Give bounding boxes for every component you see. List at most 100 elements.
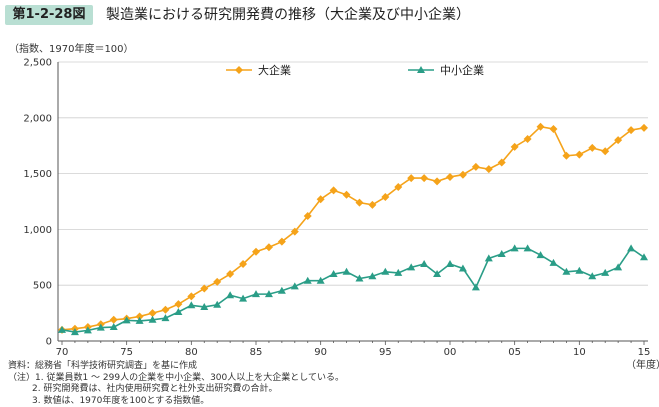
data-point [239,259,248,268]
data-point [536,122,545,131]
data-point [549,124,558,133]
data-point [174,300,183,309]
data-point [562,267,571,275]
chart-series [58,122,648,336]
data-point [381,193,390,202]
data-point [394,268,403,276]
data-point [471,283,480,291]
data-point [368,272,377,280]
data-point [433,177,442,186]
data-point [458,264,467,272]
data-point [329,270,338,278]
data-point [355,198,364,207]
data-point [252,290,260,298]
data-point [381,267,390,275]
data-point [161,314,170,322]
data-point [368,200,377,209]
chart-axes [57,62,648,345]
series-sme [58,244,648,336]
data-point [200,284,209,293]
chart-grid [58,61,648,286]
data-point [627,126,636,135]
data-point [484,254,493,262]
data-point [290,227,299,236]
data-point [316,195,325,204]
data-point [446,172,454,181]
figure-title: 製造業における研究開発費の推移（大企業及び中小企業） [106,7,470,23]
data-point [523,244,532,252]
data-point [200,302,209,310]
note-2: 2. 研究開発費は、社内使用研究費と社外支出研究費の合計。 [32,384,278,394]
data-point [523,135,532,144]
data-point [497,249,506,257]
data-point [122,316,131,324]
legend-marker [235,66,243,74]
note-1: （注）1. 従業員数1 ～ 299人の企業を中小企業、300人以上を大企業として… [8,372,344,383]
data-point [135,316,144,324]
data-point [342,190,351,199]
x-tick-label: 00 [444,347,457,358]
data-point [355,274,364,282]
data-point [407,174,416,183]
data-point [277,286,286,294]
x-tick-label: 70 [56,347,69,358]
y-tick-label: 0 [46,337,52,348]
data-point [213,300,222,308]
legend-item: 中小企業 [408,63,484,77]
y-tick-label: 1,500 [23,169,52,180]
chart-legend: 大企業 中小企業 [226,63,484,77]
data-point [148,309,157,318]
data-point [497,158,506,167]
data-point [458,170,467,179]
figure-label: 第1-2-28図 [5,5,93,25]
data-point [640,123,648,132]
data-point [70,328,79,336]
data-point [148,315,157,323]
legend-label: 中小企業 [440,63,484,77]
data-point [588,272,597,280]
data-point [109,323,118,331]
data-point [252,247,260,256]
x-tick-label: 95 [379,347,392,358]
data-point [161,305,170,314]
x-axis-label: （年度） [626,358,659,371]
data-point [316,276,325,284]
data-point [627,244,636,252]
y-tick-label: 1,000 [23,225,52,236]
data-point [58,325,66,333]
data-point [277,237,286,246]
x-tick-label: 75 [120,347,133,358]
notes: 資料：総務省「科学技術研究調査」を基に作成 （注）1. 従業員数1 ～ 299人… [8,361,344,407]
legend-marker [417,66,425,73]
note-3: 3. 数値は、1970年度を100とする指数値。 [32,395,210,406]
data-point [588,143,597,152]
data-point [510,244,519,252]
y-tick-label: 500 [33,281,52,292]
data-point [187,292,196,301]
data-point [433,270,442,278]
y-tick-label: 2,000 [23,113,52,124]
data-point [213,277,222,286]
data-point [264,243,273,252]
x-tick-label: 85 [250,347,263,358]
y-axis-label: （指数、1970年度＝100） [9,42,134,55]
data-point [135,312,144,321]
data-point [174,307,183,315]
data-point [226,291,235,299]
x-tick-label: 15 [638,347,651,358]
x-tick-label: 90 [314,347,327,358]
data-point [187,301,196,309]
data-point [109,315,118,324]
series-line [61,247,645,333]
data-point [471,162,480,171]
data-point [446,259,454,267]
data-point [290,282,299,290]
data-point [303,276,312,284]
data-point [562,151,571,160]
data-point [420,259,429,267]
data-point [549,258,558,266]
data-point [614,136,623,145]
legend-label: 大企業 [258,63,291,77]
data-point [96,323,105,331]
